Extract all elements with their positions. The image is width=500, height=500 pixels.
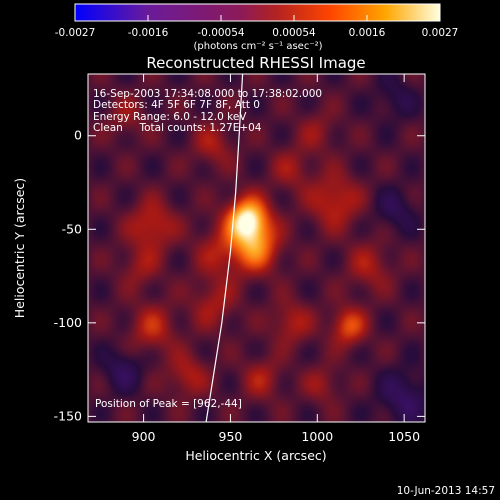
colorbar-tick-label: 0.0027 [422,27,459,39]
annotation-detectors: Detectors: 4F 5F 6F 7F 8F, Att 0 [93,99,260,111]
peak-position-label: Position of Peak = [962,-44] [95,398,242,410]
chart-title: Reconstructed RHESSI Image [146,54,365,72]
axis-ticks: 900 950 1000 1050 0 -50 -100 -150 [54,74,425,444]
x-tick-label: 1050 [388,429,420,444]
solar-limb-curve [205,74,244,422]
colorbar-ticks: -0.0027 -0.0016 -0.00054 0.00054 0.0016 0.002… [55,15,459,39]
colorbar-tick-label: -0.0016 [128,27,169,39]
y-tick-label: -100 [54,315,82,330]
heatmap-image [88,74,425,422]
x-tick-label: 900 [132,429,156,444]
annotation-clean-counts: Clean Total counts: 1.27E+04 [93,122,262,134]
colorbar-unit-label: (photons cm⁻² s⁻¹ asec⁻²) [193,41,322,52]
y-tick-label: 0 [74,128,82,143]
footer-date: 10-Jun-2013 14:57 [397,485,495,497]
x-tick-label: 1000 [301,429,333,444]
plot-area: 900 950 1000 1050 0 -50 -100 -150 [54,73,426,444]
colorbar-tick-label: -0.0027 [55,27,96,39]
y-tick-label: -150 [54,408,82,423]
annotation-block: 16-Sep-2003 17:34:08.000 to 17:38:02.000… [93,88,322,410]
annotation-energy-range: Energy Range: 6.0 - 12.0 keV [93,111,247,123]
y-axis-label: Heliocentric Y (arcsec) [12,178,27,318]
x-tick-label: 950 [219,429,243,444]
colorbar-tick-label: -0.00054 [197,27,245,39]
colorbar-tick-label: 0.00054 [272,27,316,39]
colorbar-gradient [74,3,441,22]
x-axis-label: Heliocentric X (arcsec) [185,448,326,463]
colorbar: -0.0027 -0.0016 -0.00054 0.00054 0.0016 0.002… [55,3,459,52]
annotation-time-range: 16-Sep-2003 17:34:08.000 to 17:38:02.000 [93,88,322,100]
colorbar-tick-label: 0.0016 [349,27,386,39]
plot-frame [87,73,426,423]
y-tick-label: -50 [62,221,82,236]
